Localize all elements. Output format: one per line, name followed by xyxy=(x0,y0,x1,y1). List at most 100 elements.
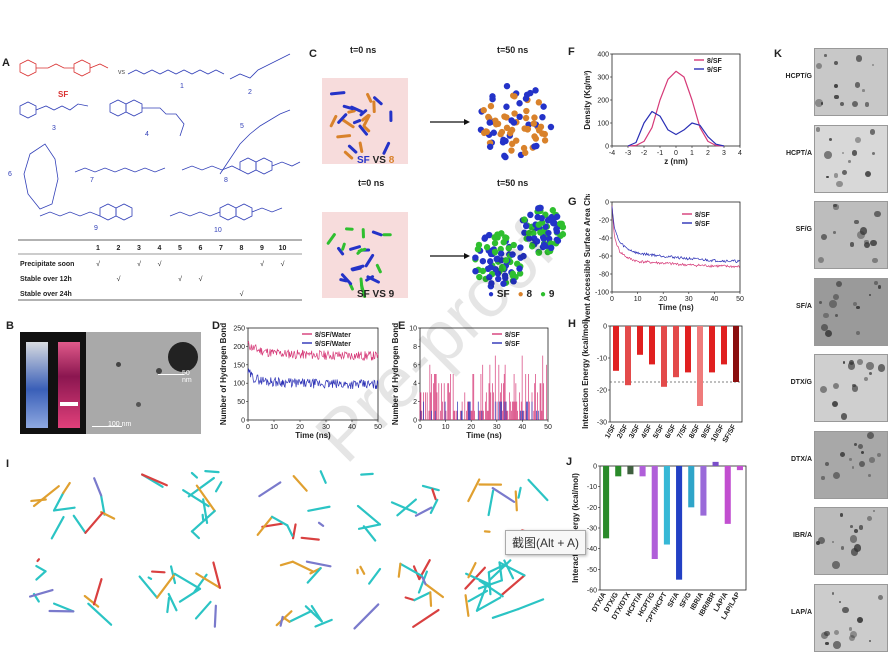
plot-frame xyxy=(247,327,379,421)
particle xyxy=(824,54,827,57)
c-title-sf: SF xyxy=(357,155,370,166)
particle xyxy=(823,312,829,319)
bond xyxy=(52,602,75,613)
molecule xyxy=(364,253,375,268)
y-tick-label: -30 xyxy=(597,420,607,427)
atom xyxy=(537,229,544,236)
atom xyxy=(540,243,548,250)
particle xyxy=(877,364,885,372)
bar xyxy=(736,466,743,471)
particle xyxy=(857,616,864,623)
bond xyxy=(291,560,314,573)
atom xyxy=(531,235,538,242)
atom xyxy=(540,235,547,242)
x-tick-label: -1 xyxy=(657,150,663,157)
atom xyxy=(548,244,555,252)
molecule xyxy=(362,125,371,133)
particle xyxy=(871,152,875,156)
tem-image xyxy=(814,507,888,575)
panel-label-k: K xyxy=(774,48,782,60)
panel-label-e: E xyxy=(398,320,406,332)
atom xyxy=(516,265,523,272)
bond xyxy=(182,489,210,508)
bond xyxy=(503,559,515,580)
particle xyxy=(876,452,882,458)
y-tick-label: 200 xyxy=(233,344,245,351)
bond xyxy=(362,525,377,542)
bar xyxy=(627,466,634,475)
y-tick-label: 250 xyxy=(233,326,245,333)
atom xyxy=(523,107,530,115)
molecule xyxy=(350,105,364,114)
particle xyxy=(815,62,822,69)
bond xyxy=(195,484,216,513)
y-tick-label: 300 xyxy=(597,75,609,82)
bar xyxy=(639,466,646,477)
particle xyxy=(855,137,861,144)
particle xyxy=(833,641,841,650)
table-check-mark: √ xyxy=(260,260,264,268)
atom xyxy=(481,235,488,242)
y-tick-label: 4 xyxy=(413,381,417,388)
label-sf: SF xyxy=(58,90,68,99)
x-tick-label: 30 xyxy=(493,424,501,431)
label-vs: vs xyxy=(118,69,126,76)
atom xyxy=(525,229,533,237)
bond xyxy=(279,615,284,627)
particle xyxy=(862,89,865,93)
table-col-header: 2 xyxy=(117,245,121,252)
atom xyxy=(535,249,542,256)
particle xyxy=(853,544,862,552)
atom xyxy=(544,248,551,256)
bar xyxy=(661,326,667,387)
atom xyxy=(474,245,482,253)
bond xyxy=(390,501,418,514)
vial-blue xyxy=(26,342,48,428)
bond xyxy=(279,560,294,567)
bond xyxy=(147,576,153,580)
legend-label: 8/SF xyxy=(505,332,521,339)
particle xyxy=(856,306,860,310)
table-check-mark: √ xyxy=(178,275,182,283)
bar xyxy=(673,326,679,378)
molecule xyxy=(347,109,356,114)
bar xyxy=(685,326,691,373)
atom xyxy=(508,117,515,124)
atom xyxy=(491,234,498,241)
y-axis-label: Interaction Energy (kcal/mol) xyxy=(581,319,590,429)
y-tick-label: 10 xyxy=(409,326,417,333)
md-snapshots xyxy=(322,78,567,299)
x-tick-label: 0 xyxy=(610,296,614,303)
particle xyxy=(821,476,825,480)
atom xyxy=(497,250,505,257)
bond xyxy=(420,574,427,586)
c-t0-top: t=0 ns xyxy=(350,45,377,55)
bond xyxy=(167,592,178,612)
atom xyxy=(538,215,545,222)
bond xyxy=(62,481,71,495)
y-tick-label: 150 xyxy=(233,362,245,369)
legend-label: 9/SF xyxy=(695,221,711,228)
bond xyxy=(360,472,374,476)
series-line xyxy=(247,341,379,362)
y-tick-label: 0 xyxy=(603,324,607,331)
bond xyxy=(36,558,41,563)
tem-image xyxy=(814,124,888,193)
particle xyxy=(824,630,830,637)
legend-label: 9/SF/Water xyxy=(315,341,351,348)
bond xyxy=(173,572,202,590)
bond xyxy=(270,515,289,527)
y-tick-label: 2 xyxy=(413,399,417,406)
bond xyxy=(477,579,503,590)
label-4: 4 xyxy=(145,131,149,138)
y-tick-label: -40 xyxy=(587,546,597,553)
panel-label-a: A xyxy=(2,57,10,69)
panel-a-table: 1 2 3 4 5 6 7 8 9 10 Precipitate soon √ √ √ √ √ Stable … xyxy=(18,239,302,301)
particle xyxy=(864,170,871,178)
y-tick-label: 8 xyxy=(413,344,417,351)
y-tick-label: 200 xyxy=(597,98,609,105)
bond xyxy=(397,562,402,578)
molecule xyxy=(339,278,348,283)
c-legend: ● SF ● 8 ● 9 xyxy=(488,289,554,300)
molecule xyxy=(341,118,355,129)
